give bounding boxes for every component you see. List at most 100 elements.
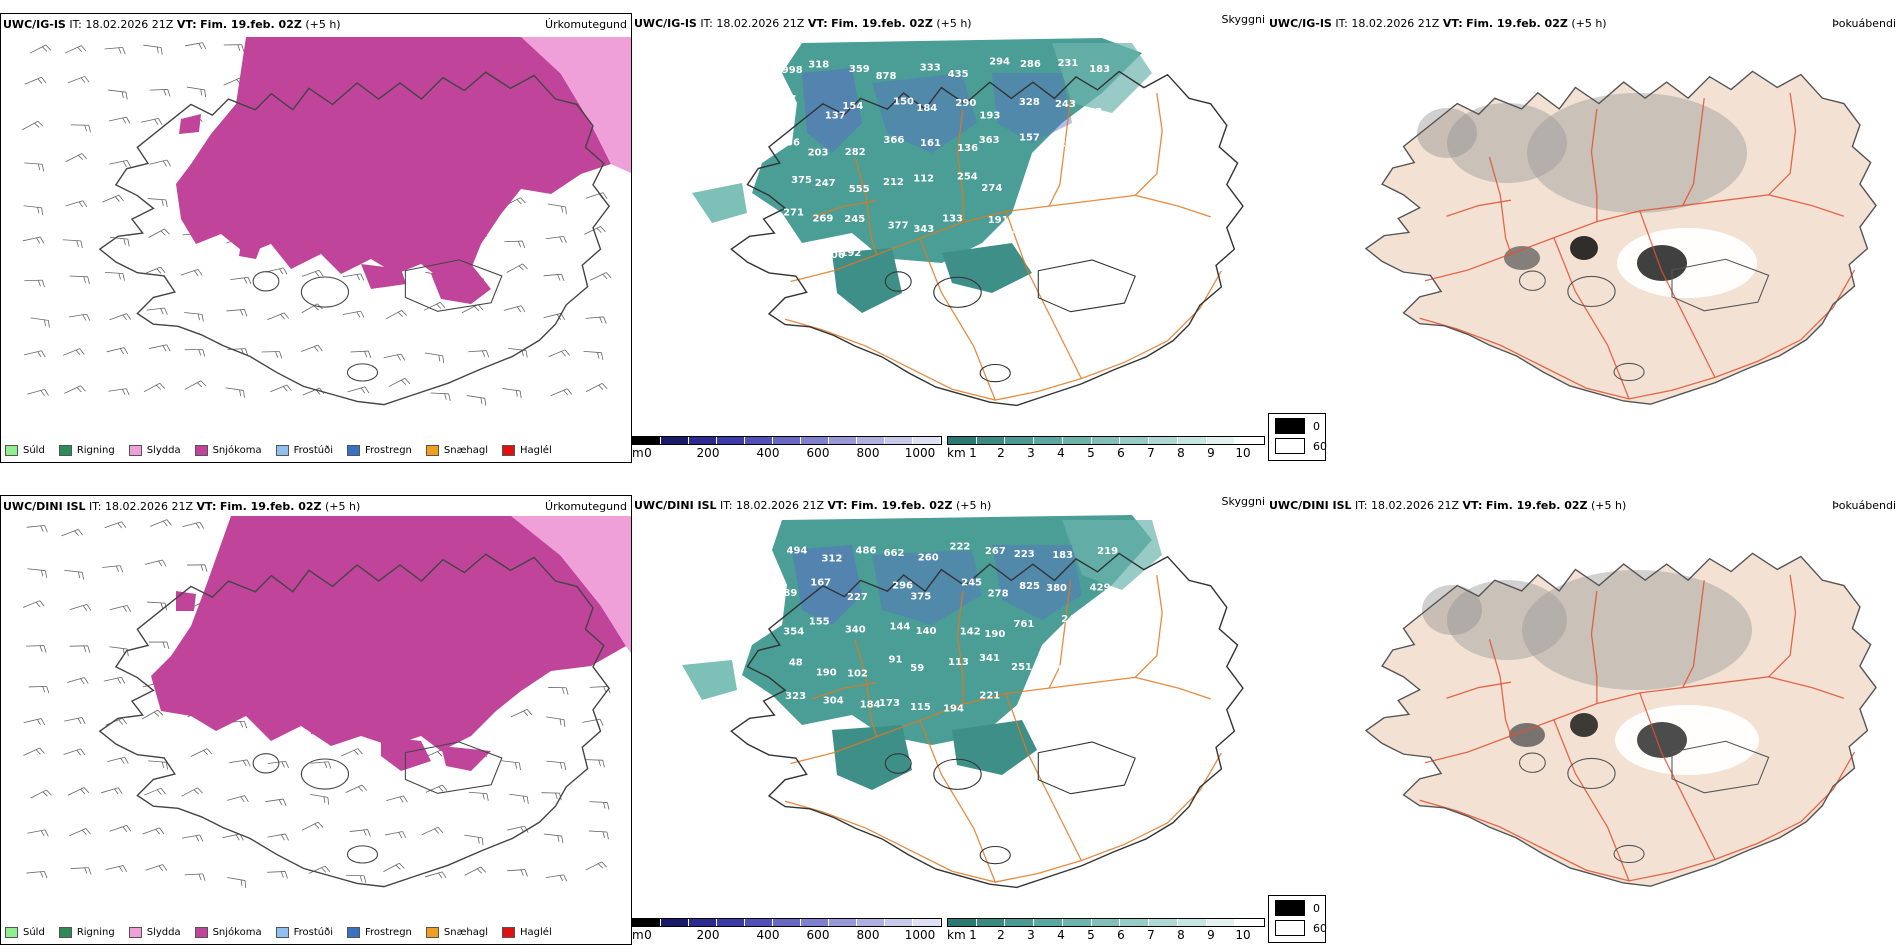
wind-barb bbox=[589, 272, 612, 281]
barb-flag bbox=[328, 761, 332, 769]
barb-flag bbox=[119, 348, 124, 355]
fog-swatch bbox=[1275, 418, 1305, 434]
barb-shaft bbox=[65, 153, 82, 163]
barb-shaft bbox=[546, 716, 565, 720]
barb-flag bbox=[164, 307, 168, 315]
legend-label: Snæhagl bbox=[443, 445, 489, 456]
road bbox=[1682, 98, 1705, 206]
barb-flag bbox=[40, 830, 45, 837]
barb-shaft bbox=[345, 784, 363, 794]
road bbox=[956, 109, 964, 223]
visibility-tick: 9 bbox=[1207, 446, 1215, 460]
barb-shaft bbox=[227, 877, 246, 881]
cloud-base-label: 157 bbox=[1081, 107, 1102, 118]
barb-flag bbox=[485, 350, 490, 358]
barb-flag bbox=[41, 164, 45, 172]
barb-flag bbox=[561, 835, 564, 844]
wind-barb bbox=[64, 45, 87, 54]
barb-flag bbox=[198, 349, 202, 356]
cloud-base-label: 333 bbox=[920, 62, 941, 73]
glacier-outline bbox=[300, 276, 350, 308]
barb-flag bbox=[84, 677, 89, 684]
barb-flag bbox=[314, 271, 320, 277]
cloud-base-label: 243 bbox=[1055, 99, 1076, 110]
barb-shaft bbox=[68, 313, 87, 318]
glacier-outline bbox=[346, 363, 379, 382]
barb-shaft bbox=[63, 748, 81, 755]
wind-barb bbox=[585, 861, 607, 871]
fog-map-top bbox=[1364, 70, 1877, 405]
barb-shaft bbox=[64, 717, 82, 722]
barb-flag bbox=[563, 874, 568, 882]
barb-flag bbox=[235, 834, 240, 841]
cloud-base-label: 761 bbox=[1013, 619, 1034, 630]
fog-land bbox=[1365, 553, 1877, 887]
barb-flag bbox=[363, 829, 367, 836]
barb-shaft bbox=[64, 45, 82, 54]
barb-shaft bbox=[464, 834, 483, 839]
barb-shaft bbox=[102, 565, 121, 568]
barb-flag bbox=[44, 829, 49, 837]
visibility-tick: 1 bbox=[969, 928, 977, 942]
precip-legend: Súld Rigning Slydda Snjókoma Frostúði Fr… bbox=[5, 445, 552, 456]
barb-shaft bbox=[543, 273, 562, 277]
wind-barb bbox=[464, 834, 484, 846]
barb-flag bbox=[476, 868, 483, 874]
barb-flag bbox=[126, 313, 132, 320]
wind-barb bbox=[62, 348, 85, 356]
barb-flag bbox=[317, 821, 324, 828]
barb-flag bbox=[155, 384, 162, 390]
wind-barb bbox=[23, 747, 45, 756]
barb-flag bbox=[161, 199, 164, 206]
barb-flag bbox=[77, 571, 81, 579]
glacier-outline bbox=[300, 758, 350, 790]
barb-flag bbox=[520, 869, 524, 876]
legend-item: Frostregn bbox=[347, 445, 412, 456]
barb-flag bbox=[81, 572, 84, 580]
wind-barb bbox=[350, 350, 372, 359]
barb-flag bbox=[122, 606, 127, 612]
barb-flag bbox=[121, 91, 124, 98]
iceland-outline bbox=[730, 70, 1244, 407]
barb-flag bbox=[244, 309, 248, 317]
cloud-base-label: 157 bbox=[1019, 133, 1040, 144]
barb-shaft bbox=[226, 309, 245, 312]
barb-shaft bbox=[506, 263, 523, 273]
barb-flag bbox=[166, 641, 170, 650]
wind-barb bbox=[69, 603, 92, 611]
barb-flag bbox=[127, 239, 130, 247]
barb-shaft bbox=[67, 787, 85, 796]
barb-flag bbox=[156, 268, 162, 274]
barb-flag bbox=[202, 42, 207, 50]
barb-flag bbox=[122, 865, 128, 873]
barb-shaft bbox=[550, 388, 568, 397]
coastline bbox=[1364, 70, 1877, 405]
fog-land bbox=[1365, 71, 1877, 405]
wind-barb bbox=[585, 383, 608, 392]
barb-shaft bbox=[23, 205, 42, 209]
wind-barb bbox=[70, 867, 92, 875]
wind-barb bbox=[267, 312, 290, 321]
barb-flag bbox=[158, 118, 163, 126]
barb-flag bbox=[166, 159, 171, 167]
barb-flag bbox=[522, 796, 525, 803]
cloud-base-label: 318 bbox=[808, 59, 829, 70]
cloud-base-label: 375 bbox=[910, 591, 931, 602]
wind-barb bbox=[109, 313, 132, 321]
cloud-base-label: 279 bbox=[1092, 143, 1113, 154]
wind-barb bbox=[543, 313, 566, 320]
barb-shaft bbox=[24, 162, 43, 165]
barb-flag bbox=[284, 871, 288, 879]
barb-shaft bbox=[69, 828, 86, 837]
barb-flag bbox=[121, 717, 128, 725]
barb-flag bbox=[282, 798, 287, 806]
barb-flag bbox=[159, 382, 166, 389]
wind-barb bbox=[68, 313, 91, 321]
barb-flag bbox=[559, 875, 564, 882]
cloud-base-label: 167 bbox=[810, 578, 831, 589]
barb-flag bbox=[359, 875, 363, 882]
precip-map-top bbox=[21, 37, 631, 406]
barb-shaft bbox=[142, 827, 160, 835]
barb-shaft bbox=[62, 239, 81, 242]
barb-flag bbox=[243, 721, 248, 729]
